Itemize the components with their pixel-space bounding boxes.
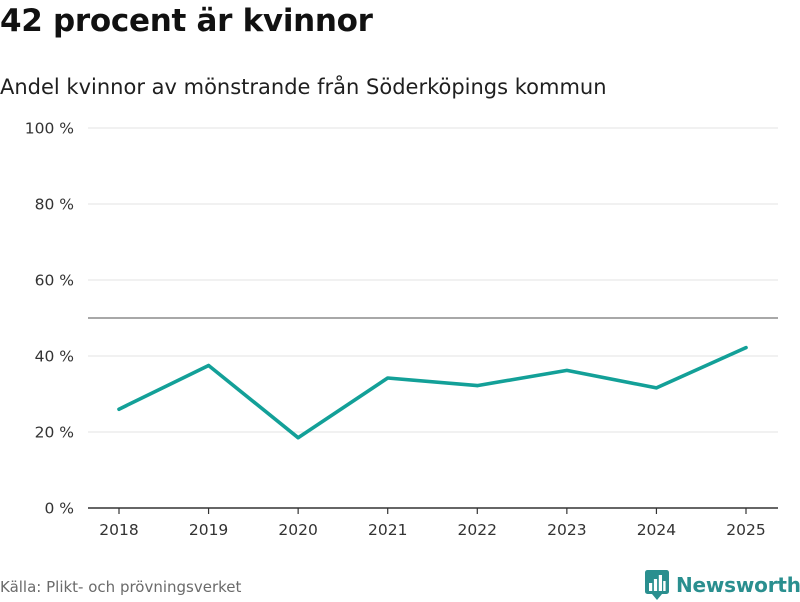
y-tick-label: 100 % xyxy=(25,120,74,138)
x-tick-label: 2025 xyxy=(726,521,765,539)
data-point xyxy=(386,376,390,380)
data-point xyxy=(296,436,300,440)
chart-title: 42 procent är kvinnor xyxy=(0,3,373,39)
y-tick-label: 40 % xyxy=(35,348,74,366)
x-tick-label: 2018 xyxy=(99,521,138,539)
series-group xyxy=(117,345,748,440)
tick-labels: 0 % 20 % 40 % 60 % 80 % 100 % 2018 2019 2020 2021… xyxy=(25,120,766,540)
chart-subtitle: Andel kvinnor av mönstrande från Söderkö… xyxy=(0,75,607,99)
brand-name: Newsworthy xyxy=(676,573,800,597)
x-tick-label: 2023 xyxy=(547,521,586,539)
x-tick-label: 2019 xyxy=(189,521,228,539)
data-point xyxy=(565,368,569,373)
y-tick-label: 80 % xyxy=(35,196,74,214)
axes xyxy=(88,507,778,514)
line-chart: 0 % 20 % 40 % 60 % 80 % 100 % 2018 2019 2020 2021… xyxy=(25,120,778,540)
x-tick-label: 2022 xyxy=(458,521,497,539)
x-tick-label: 2021 xyxy=(368,521,407,539)
data-point xyxy=(117,407,121,411)
data-point xyxy=(206,363,211,368)
data-point xyxy=(744,346,748,350)
y-tick-label: 20 % xyxy=(35,424,74,442)
y-tick-label: 0 % xyxy=(44,500,74,518)
brand-logo[interactable]: Newsworthy xyxy=(645,568,800,602)
series-line xyxy=(117,345,748,440)
y-tick-label: 60 % xyxy=(35,272,74,290)
newsworthy-logo-icon xyxy=(645,570,669,600)
source-note: Källa: Plikt- och prövningsverket xyxy=(0,578,242,596)
x-tick-label: 2024 xyxy=(637,521,676,539)
gridlines xyxy=(88,127,778,433)
data-point xyxy=(475,384,479,388)
data-point xyxy=(654,386,659,390)
x-tick-label: 2020 xyxy=(278,521,317,539)
